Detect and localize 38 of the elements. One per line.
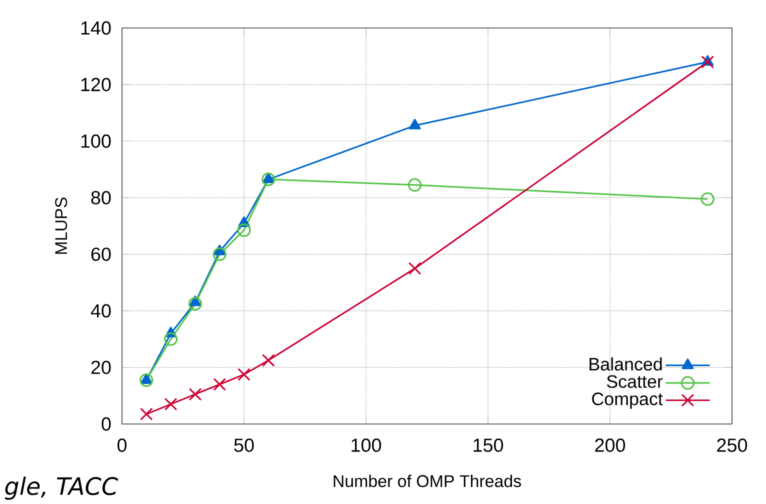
point	[140, 408, 153, 421]
point	[238, 368, 250, 381]
point	[408, 262, 422, 275]
y-tick-label: 140	[81, 21, 111, 35]
x-tick-label: 250	[717, 438, 748, 452]
point	[188, 296, 202, 311]
text: gle, TACC	[4, 476, 118, 500]
point	[701, 55, 714, 68]
y-axis-title: MLUPS	[55, 198, 68, 254]
y-tick-label: 0	[102, 417, 111, 431]
point	[408, 178, 422, 192]
y-tick-label: 60	[91, 248, 111, 261]
y-tick-label: 120	[81, 78, 111, 92]
legend-label: Scatter	[606, 375, 663, 388]
legend-label: Compact	[592, 392, 663, 409]
point	[140, 373, 154, 387]
point	[700, 192, 714, 206]
point	[262, 354, 275, 367]
point	[164, 332, 178, 346]
y-tick-label: 20	[91, 360, 111, 374]
point	[140, 373, 152, 384]
y-tick-label: 100	[81, 134, 111, 148]
point	[212, 247, 226, 262]
point	[213, 378, 226, 391]
x-tick-label: 200	[595, 438, 626, 452]
x-tick-label: 0	[117, 438, 127, 452]
point	[188, 388, 202, 401]
point	[408, 118, 421, 130]
point	[237, 223, 251, 238]
point	[262, 172, 276, 186]
x-tick-label: 100	[352, 438, 382, 452]
y-tick-label: 40	[90, 304, 111, 318]
point	[164, 398, 178, 411]
y-tick-label: 80	[91, 190, 111, 204]
legend-label: Balanced	[590, 357, 662, 371]
x-tick-label: 150	[474, 438, 504, 452]
x-tick-label: 50	[234, 438, 254, 452]
x-axis-title: Number of OMP Threads	[334, 474, 521, 488]
